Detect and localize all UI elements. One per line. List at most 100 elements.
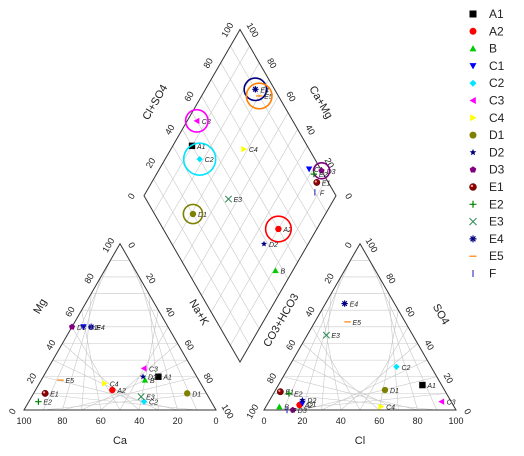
point-label-e4-diamond: E4 bbox=[260, 87, 269, 94]
point-e1-left bbox=[41, 389, 49, 397]
diamond-upper-left-tick: 40 bbox=[163, 123, 177, 137]
legend-label-d1: D1 bbox=[489, 128, 505, 142]
left-ternary-bottom-tick: 20 bbox=[173, 416, 183, 426]
legend-label-e3: E3 bbox=[489, 215, 504, 229]
point-c1-diamond bbox=[305, 166, 313, 173]
left-ternary-right-tick: 80 bbox=[202, 371, 216, 385]
diamond-upper-left-tick: 0 bbox=[126, 192, 137, 201]
left-ternary-right-title: Na+K bbox=[186, 297, 211, 328]
point-e1-right bbox=[276, 388, 284, 396]
left-ternary-right-tick: 60 bbox=[182, 338, 196, 352]
right-ternary-bottom-title: Cl bbox=[355, 435, 365, 447]
point-label-e5-left: E5 bbox=[65, 378, 74, 385]
diamond-upper-left-tick: 60 bbox=[182, 90, 196, 104]
legend-marker-c3 bbox=[469, 97, 476, 104]
point-e3-left bbox=[137, 393, 145, 401]
legend-marker-e2 bbox=[469, 200, 477, 208]
diamond-upper-right-tick: 80 bbox=[265, 56, 279, 70]
diamond-grid-line bbox=[210, 79, 308, 246]
diamond-outline bbox=[143, 28, 337, 363]
point-c3-right bbox=[438, 398, 445, 405]
point-c3-diamond bbox=[193, 117, 200, 125]
point-label-a1-diamond: A1 bbox=[196, 144, 206, 151]
left-ternary-grid-line bbox=[148, 293, 159, 411]
diamond-upper-left-tick: 100 bbox=[219, 21, 235, 39]
left-ternary-bottom-tick: 0 bbox=[213, 416, 218, 426]
left-ternary-grid-line bbox=[81, 293, 92, 411]
left-ternary-right-tick: 40 bbox=[163, 305, 177, 319]
diamond-upper-right-tick: 40 bbox=[303, 123, 317, 137]
left-ternary-grid-line bbox=[129, 260, 198, 411]
point-label-c1-right: C1 bbox=[307, 401, 316, 408]
point-label-e1-left: E1 bbox=[50, 391, 59, 398]
legend-label-d2: D2 bbox=[489, 145, 505, 159]
point-label-c3-right: C3 bbox=[447, 400, 456, 407]
point-label-a2-left: A2 bbox=[116, 388, 126, 395]
legend-label-e2: E2 bbox=[489, 197, 504, 211]
point-c3-left bbox=[140, 365, 147, 372]
point-label-a2-right: A2 bbox=[304, 403, 314, 410]
left-ternary-bottom-title: Ca bbox=[113, 435, 128, 447]
left-ternary-right-tick: 0 bbox=[126, 241, 137, 250]
size-circle-e5 bbox=[245, 82, 273, 110]
point-label-e2-diamond: E2 bbox=[319, 172, 328, 179]
point-label-c4-left: C4 bbox=[110, 381, 119, 388]
left-ternary-left-tick: 100 bbox=[100, 236, 116, 254]
point-label-f-right: F bbox=[292, 408, 297, 415]
size-circle-e4 bbox=[243, 77, 268, 102]
left-ternary-right-tick: 20 bbox=[144, 272, 158, 286]
right-ternary-grid-line bbox=[311, 326, 361, 411]
point-label-c2-diamond: C2 bbox=[205, 157, 214, 164]
point-label-c4-right: C4 bbox=[386, 405, 395, 412]
left-ternary-left-title: Mg bbox=[31, 297, 49, 316]
point-a2-diamond bbox=[275, 225, 282, 233]
legend-marker-c2 bbox=[469, 79, 477, 87]
point-e1-diamond bbox=[313, 178, 321, 186]
diagram-frame bbox=[23, 28, 457, 411]
right-ternary-bottom-tick: 20 bbox=[297, 416, 307, 426]
right-ternary-bottom-tick: 80 bbox=[413, 416, 423, 426]
diamond-grid-line bbox=[162, 62, 260, 230]
point-label-d1-left: D1 bbox=[192, 391, 201, 398]
right-ternary-grid-line bbox=[378, 276, 418, 411]
legend: A1 A2 B C1 C2 C3 C4 D1 D2 D3 E1 E2 E3 E4 E5 F bbox=[469, 7, 505, 281]
right-ternary-bottom-tick: 60 bbox=[374, 416, 384, 426]
point-label-d3-right: D3 bbox=[298, 408, 307, 415]
legend-label-b: B bbox=[489, 42, 497, 56]
right-ternary-right-tick: 80 bbox=[384, 272, 398, 286]
point-label-b-left: B bbox=[150, 378, 155, 385]
right-ternary-left-tick: 100 bbox=[244, 402, 260, 420]
point-label-c1-diamond: C1 bbox=[314, 167, 323, 174]
point-e2-left bbox=[35, 398, 42, 405]
point-label-d2-diamond: D2 bbox=[269, 242, 278, 249]
point-label-e4-right: E4 bbox=[350, 302, 359, 309]
left-ternary-grid-line bbox=[62, 276, 102, 411]
point-e2-right bbox=[285, 390, 293, 397]
point-label-c3-diamond: C3 bbox=[202, 119, 211, 126]
right-ternary-grid-line bbox=[321, 310, 342, 411]
point-e2-diamond bbox=[310, 170, 318, 178]
point-d1-diamond bbox=[189, 210, 197, 218]
point-a2-left bbox=[109, 386, 116, 394]
legend-marker-e4 bbox=[469, 235, 477, 243]
legend-label-e1: E1 bbox=[489, 180, 504, 194]
legend-label-d3: D3 bbox=[489, 163, 505, 177]
point-label-d1-right: D1 bbox=[390, 388, 399, 395]
point-label-e3-right: E3 bbox=[331, 333, 340, 340]
legend-marker-d2 bbox=[469, 148, 477, 156]
point-d3-left bbox=[68, 323, 76, 330]
legend-label-a2: A2 bbox=[489, 24, 504, 38]
point-b-left bbox=[141, 376, 149, 383]
diamond-grid-line bbox=[230, 45, 327, 213]
point-c2-left bbox=[140, 398, 148, 405]
right-ternary-left-tick: 80 bbox=[265, 371, 279, 385]
left-ternary-bottom-tick: 60 bbox=[96, 416, 106, 426]
right-ternary-right-title: SO4 bbox=[430, 302, 451, 327]
legend-label-a1: A1 bbox=[489, 7, 504, 21]
right-ternary-left-tick: 20 bbox=[322, 272, 336, 286]
point-label-c2-right: C2 bbox=[401, 365, 410, 372]
right-ternary-grid-line bbox=[302, 276, 342, 411]
point-label-c2-left: C2 bbox=[149, 400, 158, 407]
diamond-grid-line bbox=[220, 62, 318, 230]
